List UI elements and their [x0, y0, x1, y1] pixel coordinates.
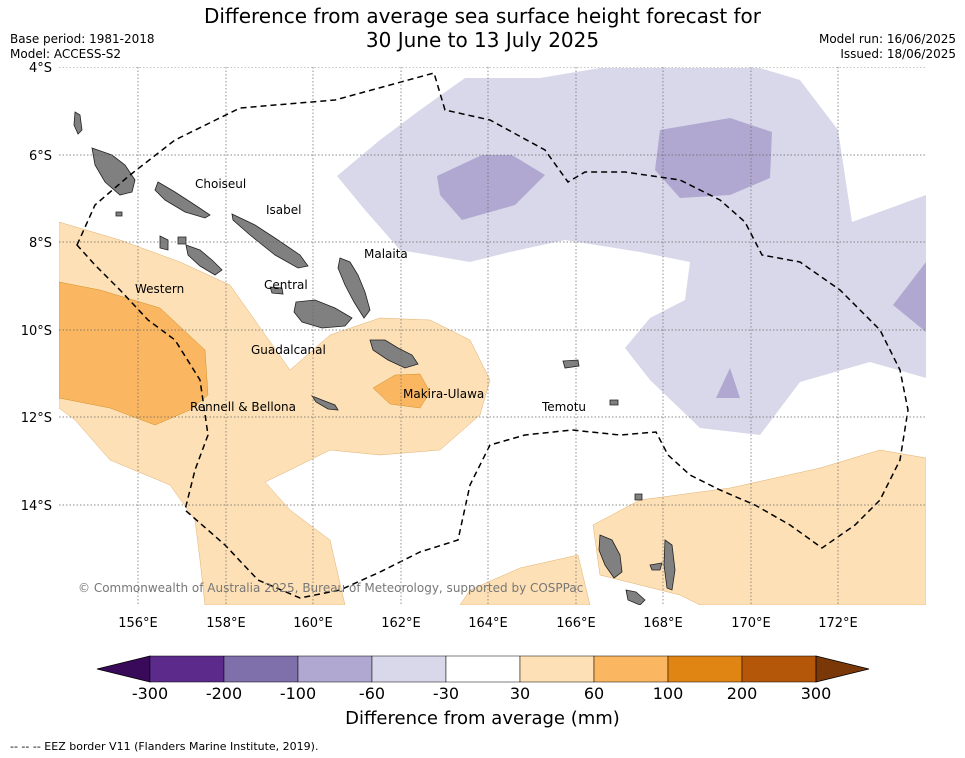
model-run: Model run: 16/06/2025 — [818, 32, 956, 46]
anomaly-neg-mid-2 — [655, 118, 772, 198]
colorbar-segment — [519, 655, 595, 683]
colorbar-tick-label: 200 — [727, 684, 758, 703]
title-line-1: Difference from average sea surface heig… — [203, 4, 762, 28]
island-guadalcanal — [293, 299, 353, 329]
lon-label: 172°E — [818, 616, 858, 631]
island-makira — [369, 339, 419, 369]
island-florida — [269, 286, 284, 295]
island-vanuatu-small-1 — [649, 562, 663, 571]
island-vanuatu-small-2 — [625, 589, 646, 605]
anomaly-pos-mid-makira — [372, 373, 431, 409]
colorbar-segment — [223, 655, 299, 683]
anomaly-neg-mid-4 — [716, 368, 740, 398]
colorbar-tick-label: -300 — [132, 684, 168, 703]
map-area: Choiseul Isabel Malaita Western Central … — [59, 67, 926, 605]
lon-label: 160°E — [293, 616, 333, 631]
province-label: Rennell & Bellona — [190, 400, 296, 414]
province-label: Central — [264, 278, 308, 292]
colorbar-tick-label: -30 — [433, 684, 459, 703]
island-small-5 — [177, 236, 187, 245]
eez-footnote: -- -- -- EEZ border V11 (Flanders Marine… — [10, 740, 319, 753]
colorbar-segment — [149, 655, 225, 683]
island-malaita — [337, 257, 371, 319]
meta-left: Base period: 1981-2018 Model: ACCESS-S2 — [10, 32, 155, 62]
colorbar-tick-label: -100 — [280, 684, 316, 703]
lon-label: 164°E — [468, 616, 508, 631]
island-santa-cruz — [562, 359, 580, 369]
anomaly-pos-mid-west — [59, 281, 209, 426]
island-rennell — [310, 395, 339, 411]
gridlines — [59, 67, 926, 605]
island-buka — [73, 111, 83, 135]
lon-label: 170°E — [731, 616, 771, 631]
anomaly-pos-light-east — [592, 449, 926, 605]
model-name: Model: ACCESS-S2 — [10, 47, 122, 61]
colorbar-tick-label: 300 — [801, 684, 832, 703]
island-choiseul — [154, 181, 211, 219]
lat-label: 10°S — [21, 324, 52, 339]
lon-label: 162°E — [381, 616, 421, 631]
island-isabel — [231, 213, 309, 269]
province-label: Western — [135, 282, 184, 296]
colorbar-tick-label: 30 — [510, 684, 530, 703]
province-label: Malaita — [364, 247, 408, 261]
island-vanuatu-small-3 — [634, 493, 643, 501]
island-vanuatu-small-4 — [609, 399, 619, 406]
colorbar-segment — [741, 655, 817, 683]
lat-label: 4°S — [29, 61, 52, 76]
province-label: Isabel — [266, 203, 301, 217]
anomaly-neg-mid-3 — [893, 262, 926, 332]
lat-label: 6°S — [29, 149, 52, 164]
colorbar — [96, 655, 870, 683]
base-period: Base period: 1981-2018 — [10, 32, 155, 46]
island-vella — [159, 235, 169, 251]
island-vanuatu-mid — [663, 539, 676, 591]
lat-label: 14°S — [21, 499, 52, 514]
colorbar-tick-label: -200 — [206, 684, 242, 703]
lat-label: 12°S — [21, 411, 52, 426]
land-masses — [73, 111, 676, 605]
eez-border — [76, 72, 909, 599]
lon-label: 156°E — [118, 616, 158, 631]
province-label: Choiseul — [195, 177, 246, 191]
lon-label: 168°E — [643, 616, 683, 631]
copyright-text: © Commonwealth of Australia 2025, Bureau… — [78, 581, 583, 595]
lon-label: 158°E — [206, 616, 246, 631]
chart-title: Difference from average sea surface heig… — [0, 4, 965, 52]
lat-label: 8°S — [29, 236, 52, 251]
anomaly-pos-light-south — [459, 554, 591, 605]
province-label: Guadalcanal — [251, 343, 326, 357]
colorbar-extend-high — [815, 655, 870, 683]
island-vanuatu-north — [598, 534, 623, 579]
province-label: Temotu — [541, 400, 586, 414]
colorbar-segment — [667, 655, 743, 683]
colorbar-extend-low — [96, 655, 151, 683]
anomaly-neg-mid-1 — [437, 155, 545, 220]
colorbar-tick-label: 60 — [584, 684, 604, 703]
colorbar-segment — [297, 655, 373, 683]
meta-right: Model run: 16/06/2025 Issued: 18/06/2025 — [819, 32, 956, 62]
issued-date: Issued: 18/06/2025 — [840, 47, 956, 61]
province-label: Makira-Ulawa — [403, 387, 484, 401]
colorbar-title: Difference from average (mm) — [345, 708, 620, 729]
title-line-2: 30 June to 13 July 2025 — [365, 28, 600, 52]
colorbar-segment — [371, 655, 447, 683]
colorbar-tick-label: -60 — [359, 684, 385, 703]
island-new-georgia — [185, 244, 223, 276]
colorbar-tick-label: 100 — [653, 684, 684, 703]
lon-label: 166°E — [556, 616, 596, 631]
island-bougainville — [91, 147, 136, 196]
colorbar-segment — [593, 655, 669, 683]
island-small-6 — [115, 211, 123, 217]
colorbar-segment — [445, 655, 521, 683]
